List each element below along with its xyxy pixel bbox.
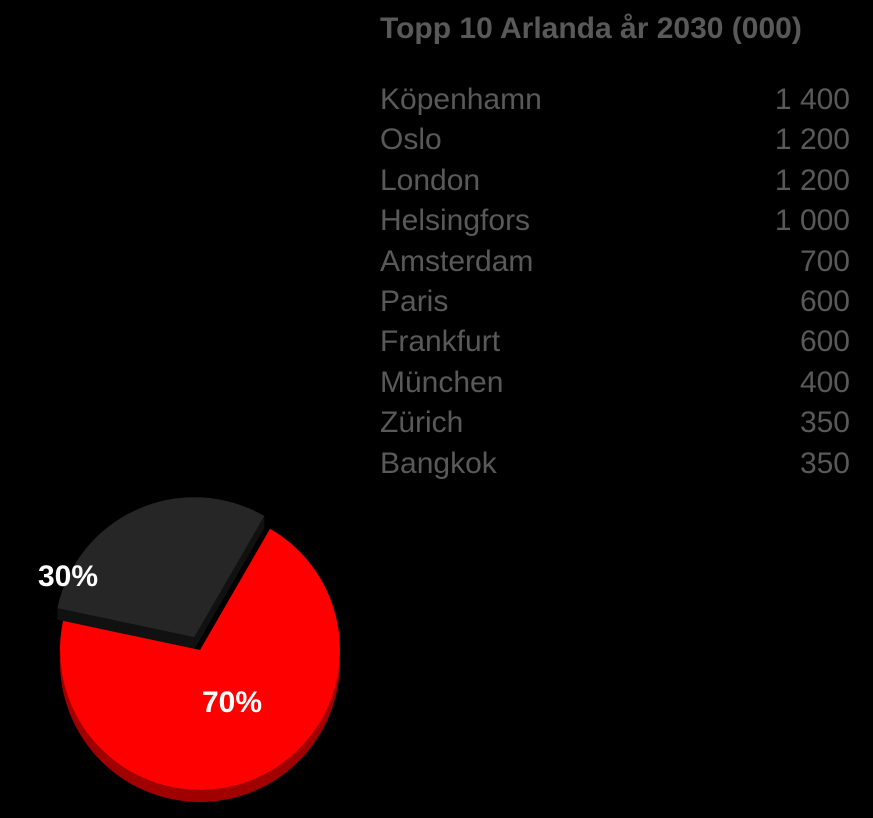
pie-label-30: 30% [38, 562, 98, 592]
dest-name: Zürich [380, 403, 701, 443]
pie-chart: 70% 30% [10, 490, 370, 810]
dest-value: 1 200 [701, 120, 850, 160]
dest-value: 1 000 [701, 201, 850, 241]
dest-name: München [380, 363, 701, 403]
dest-value: 400 [701, 363, 850, 403]
table-row: Amsterdam 700 [380, 242, 850, 282]
dest-name: Frankfurt [380, 322, 701, 362]
dest-value: 1 200 [701, 161, 850, 201]
pie-label-70: 70% [202, 688, 262, 718]
dest-name: Paris [380, 282, 701, 322]
dest-value: 1 400 [701, 80, 850, 120]
top10-table-block: Topp 10 Arlanda år 2030 (000) Köpenhamn … [380, 12, 850, 484]
dest-name: Bangkok [380, 444, 701, 484]
table-row: London 1 200 [380, 161, 850, 201]
infographic-canvas: Topp 10 Arlanda år 2030 (000) Köpenhamn … [0, 0, 873, 818]
dest-value: 600 [701, 322, 850, 362]
dest-name: Helsingfors [380, 201, 701, 241]
table-row: München 400 [380, 363, 850, 403]
dest-value: 700 [701, 242, 850, 282]
dest-name: London [380, 161, 701, 201]
dest-value: 350 [701, 444, 850, 484]
table-row: Zürich 350 [380, 403, 850, 443]
dest-name: Amsterdam [380, 242, 701, 282]
table-row: Bangkok 350 [380, 444, 850, 484]
table-row: Frankfurt 600 [380, 322, 850, 362]
top10-table: Köpenhamn 1 400 Oslo 1 200 London 1 200 … [380, 80, 850, 484]
table-title: Topp 10 Arlanda år 2030 (000) [380, 12, 850, 46]
dest-name: Oslo [380, 120, 701, 160]
pie-svg [10, 490, 370, 810]
table-row: Oslo 1 200 [380, 120, 850, 160]
table-row: Paris 600 [380, 282, 850, 322]
dest-name: Köpenhamn [380, 80, 701, 120]
dest-value: 600 [701, 282, 850, 322]
table-row: Köpenhamn 1 400 [380, 80, 850, 120]
dest-value: 350 [701, 403, 850, 443]
table-row: Helsingfors 1 000 [380, 201, 850, 241]
